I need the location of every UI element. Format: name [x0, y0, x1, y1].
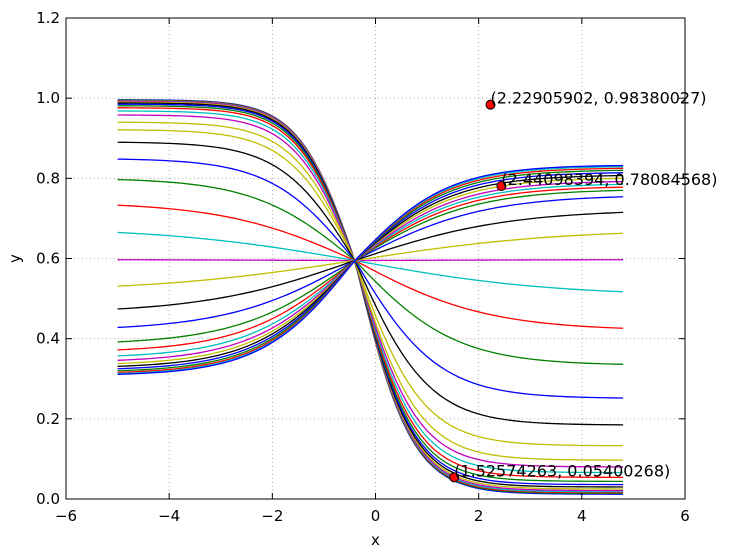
series-line: [117, 231, 624, 293]
y-tick-label: 0.6: [36, 250, 60, 268]
grid: [66, 18, 685, 499]
series-line: [117, 196, 624, 329]
point-annotation: (2.44098394, 0.78084568): [501, 170, 717, 189]
x-tick-label: 4: [577, 507, 587, 525]
data-points: (2.22905902, 0.98380027) (2.44098394, 0.7…: [449, 89, 717, 483]
x-tick-label: 2: [474, 507, 484, 525]
ticks: [65, 17, 686, 500]
tick-labels: −6 −4 −2 0 2 4 6 0.0 0.2 0.4 0.6 0.8 1.0 1.2: [36, 9, 690, 525]
y-tick-label: 1.2: [36, 9, 60, 27]
x-tick-label: 0: [371, 507, 381, 525]
x-axis-label: x: [371, 531, 380, 549]
series-line: [117, 141, 624, 426]
series-line: [117, 129, 624, 447]
curves: [117, 99, 624, 495]
point-annotation: (2.22905902, 0.98380027): [490, 89, 706, 108]
series-line: [117, 189, 624, 343]
x-tick-label: −6: [55, 507, 77, 525]
point-annotation: (1.52574263, 0.05400268): [454, 461, 670, 480]
series-line: [117, 178, 624, 365]
series-line: [117, 211, 624, 310]
series-line: [117, 158, 624, 399]
y-tick-label: 0.2: [36, 410, 60, 428]
series-line: [117, 121, 624, 461]
y-axis-label: y: [6, 254, 24, 263]
series-line: [117, 164, 624, 375]
series-line: [117, 114, 624, 468]
y-tick-label: 0.0: [36, 490, 60, 508]
x-tick-label: 6: [680, 507, 690, 525]
data-point: [496, 181, 507, 192]
data-point: [485, 99, 496, 110]
y-tick-label: 1.0: [36, 89, 60, 107]
series-line: [117, 232, 624, 287]
data-point: [449, 472, 460, 483]
series-line: [117, 204, 624, 329]
y-tick-label: 0.8: [36, 169, 60, 187]
series-line: [117, 110, 624, 474]
x-tick-label: −4: [158, 507, 180, 525]
series-line: [117, 259, 624, 262]
y-tick-label: 0.4: [36, 330, 60, 348]
x-tick-label: −2: [261, 507, 283, 525]
